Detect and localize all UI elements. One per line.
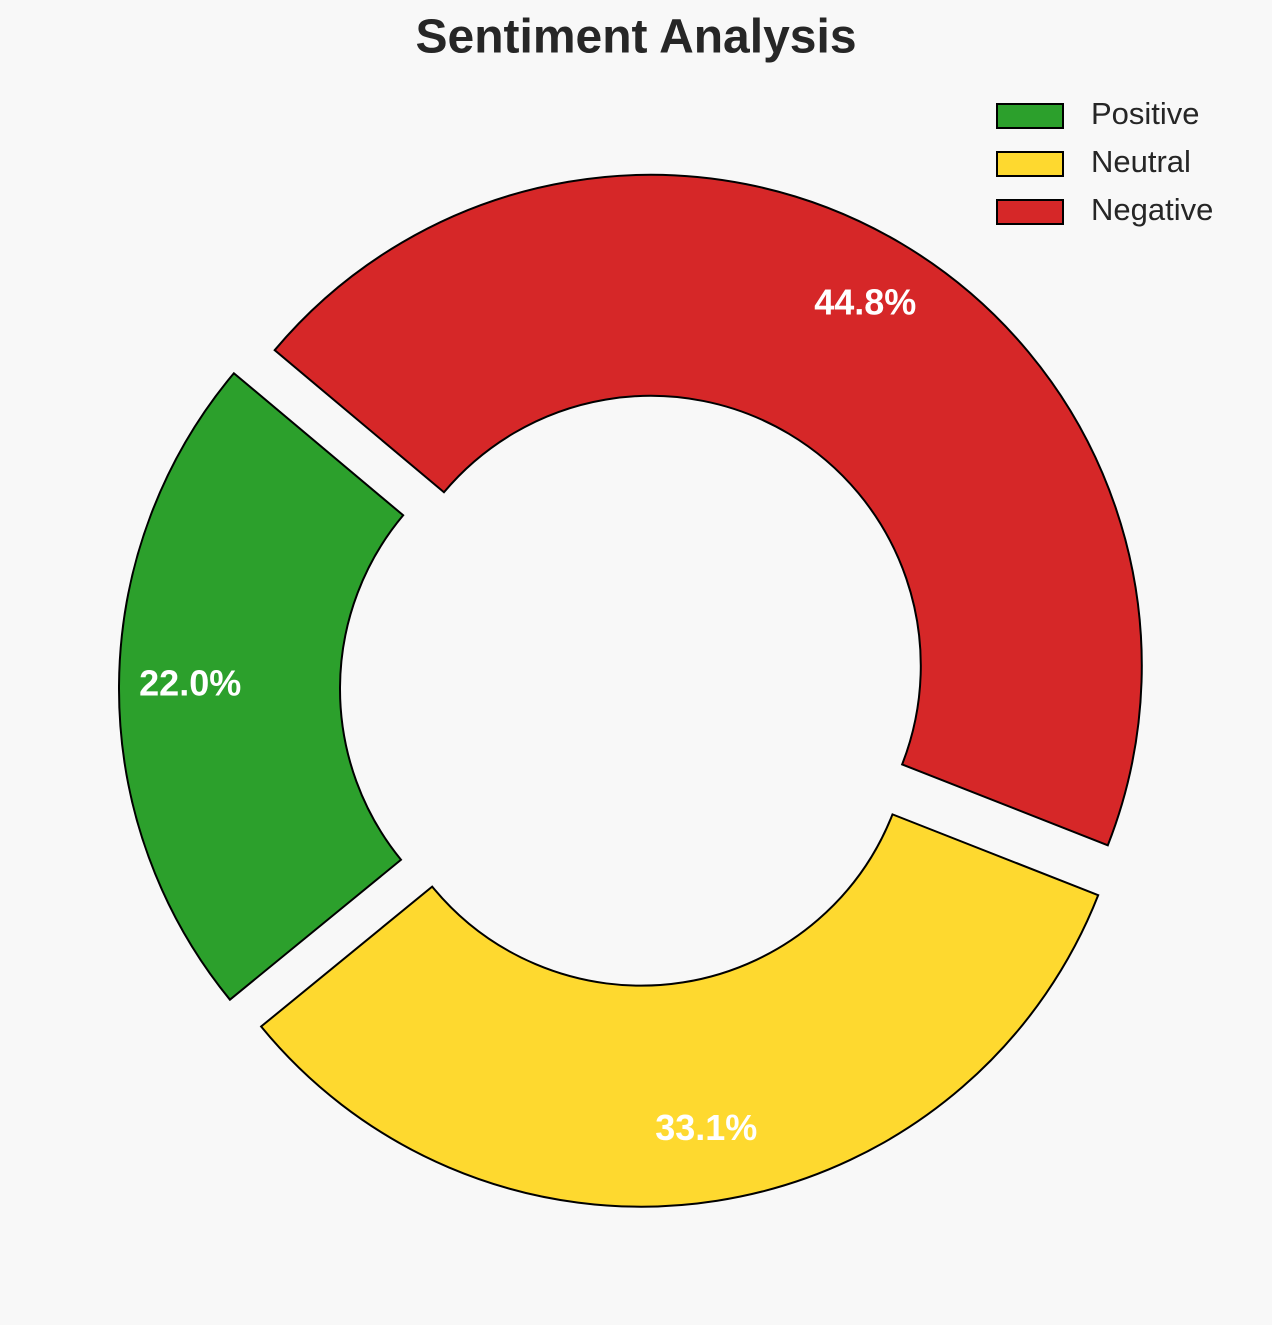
donut-slice	[273, 173, 1143, 847]
legend-label: Negative	[1091, 192, 1213, 227]
legend-label: Neutral	[1091, 144, 1191, 179]
legend-swatch	[996, 103, 1064, 129]
legend-swatch	[996, 151, 1064, 177]
donut-slice	[118, 371, 405, 1002]
chart-title: Sentiment Analysis	[415, 11, 856, 64]
value-label: 44.8%	[814, 281, 916, 322]
value-label: 22.0%	[139, 663, 241, 704]
donut-slice	[259, 813, 1100, 1208]
legend-swatch	[996, 199, 1064, 225]
legend-label: Positive	[1091, 96, 1200, 131]
value-label: 33.1%	[655, 1107, 757, 1148]
